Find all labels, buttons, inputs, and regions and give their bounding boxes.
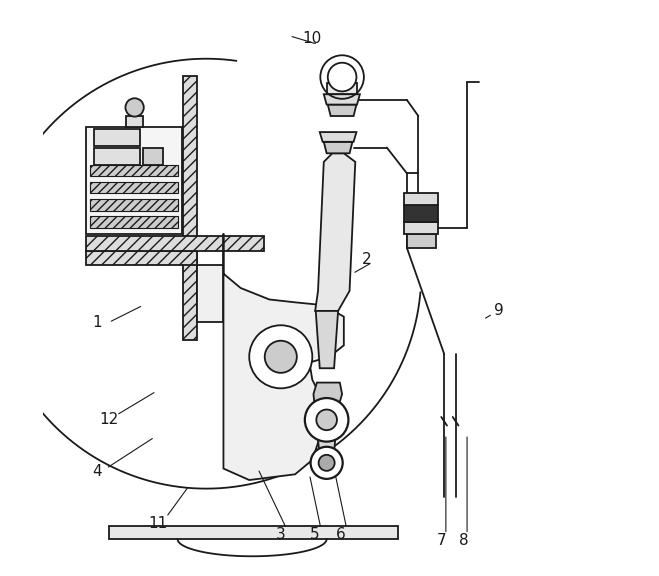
Polygon shape xyxy=(86,251,196,265)
Text: 7: 7 xyxy=(436,533,446,548)
Text: 6: 6 xyxy=(336,527,346,542)
Polygon shape xyxy=(316,311,338,368)
Circle shape xyxy=(305,398,349,442)
Text: 5: 5 xyxy=(310,527,320,542)
Polygon shape xyxy=(90,182,177,194)
Text: 12: 12 xyxy=(100,412,119,427)
Text: 1: 1 xyxy=(92,315,102,330)
Text: 4: 4 xyxy=(92,464,102,479)
Polygon shape xyxy=(404,205,438,222)
Polygon shape xyxy=(314,406,339,457)
Circle shape xyxy=(328,63,357,92)
Polygon shape xyxy=(196,265,223,323)
Polygon shape xyxy=(90,217,177,228)
Polygon shape xyxy=(327,83,357,94)
Polygon shape xyxy=(314,382,342,406)
Text: 2: 2 xyxy=(362,252,372,267)
Polygon shape xyxy=(94,147,140,165)
Polygon shape xyxy=(90,199,177,211)
Text: 8: 8 xyxy=(459,533,469,548)
Polygon shape xyxy=(109,526,398,539)
Text: 3: 3 xyxy=(276,527,285,542)
Polygon shape xyxy=(315,153,355,311)
Circle shape xyxy=(310,447,343,479)
Polygon shape xyxy=(86,127,182,233)
Polygon shape xyxy=(407,233,436,248)
Polygon shape xyxy=(404,222,438,233)
Polygon shape xyxy=(223,233,344,480)
Circle shape xyxy=(125,98,144,116)
Polygon shape xyxy=(320,132,357,142)
Circle shape xyxy=(265,341,297,373)
Text: 9: 9 xyxy=(494,304,503,319)
Polygon shape xyxy=(143,147,163,165)
Polygon shape xyxy=(324,94,360,105)
Circle shape xyxy=(249,325,312,388)
Circle shape xyxy=(316,410,337,430)
Polygon shape xyxy=(126,116,143,127)
Polygon shape xyxy=(324,142,353,153)
Text: 10: 10 xyxy=(302,31,322,46)
Polygon shape xyxy=(86,236,264,251)
Polygon shape xyxy=(404,194,438,205)
Polygon shape xyxy=(90,165,177,176)
Text: 11: 11 xyxy=(148,516,167,530)
Polygon shape xyxy=(94,128,140,146)
Polygon shape xyxy=(183,76,196,340)
Polygon shape xyxy=(328,105,357,116)
Circle shape xyxy=(318,455,335,471)
